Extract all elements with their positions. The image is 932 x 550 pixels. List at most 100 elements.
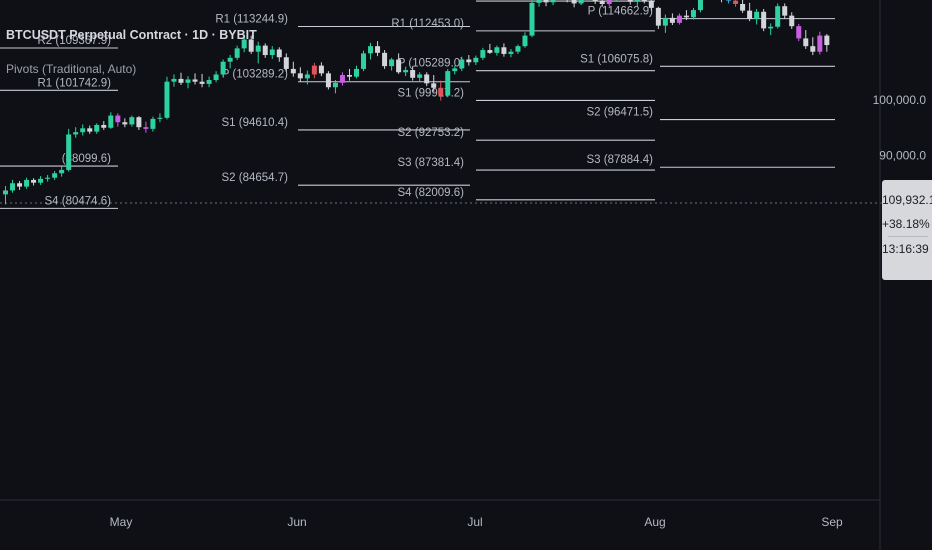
candle-body	[459, 59, 465, 69]
candle-body	[269, 49, 275, 56]
candle-body	[789, 15, 795, 27]
candle-body	[761, 11, 767, 29]
candle-body	[550, 0, 556, 3]
candle-body	[283, 57, 289, 69]
candle-body	[80, 128, 86, 133]
candle-body	[515, 46, 521, 52]
price-change: +38.18%	[882, 217, 930, 231]
pivot-label: S4 (82009.6)	[398, 187, 465, 199]
candle-body	[389, 59, 395, 67]
candle-body	[529, 2, 535, 36]
time-tick-label: Jul	[467, 515, 482, 529]
candle-body	[157, 117, 163, 119]
candle-body	[578, 0, 584, 4]
pivot-label: P (105289.0)	[398, 58, 464, 70]
candle-body	[150, 118, 156, 129]
candle-body	[522, 35, 528, 47]
time-tick-label: Jun	[287, 515, 306, 529]
candle-body	[122, 122, 128, 125]
candle-body	[487, 50, 493, 53]
candle-body	[452, 68, 458, 72]
last-price-tag: 109,932.1 +38.18% 13:16:39	[882, 180, 932, 280]
candle-body	[66, 134, 72, 170]
candle-body	[368, 46, 374, 54]
time-tick-label: May	[110, 515, 133, 529]
candle-body	[810, 46, 816, 52]
chart-title[interactable]: BTCUSDT Perpetual Contract · 1D · BYBIT	[6, 28, 257, 42]
candle-body	[164, 81, 170, 118]
price-tick-label: 90,000.0	[879, 149, 926, 163]
candle-body	[339, 75, 345, 83]
pivot-label: P (114662.9)	[588, 6, 654, 18]
candle-body	[262, 45, 268, 56]
indicator-label[interactable]: Pivots (Traditional, Auto)	[6, 62, 137, 76]
candle-body	[325, 73, 331, 88]
candle-body	[10, 183, 16, 191]
candle-body	[592, 0, 598, 2]
candle-body	[803, 38, 809, 47]
pivot-label: P (103289.2)	[222, 69, 288, 81]
candle-body	[697, 0, 703, 11]
candle-body	[17, 183, 23, 187]
candle-body	[690, 10, 696, 18]
candle-body	[571, 0, 577, 4]
candle-body	[473, 57, 479, 63]
candle-body	[824, 35, 830, 46]
price-tag-divider	[888, 236, 928, 237]
candle-body	[87, 128, 93, 132]
candle-body	[185, 79, 191, 83]
candle-body	[73, 132, 79, 135]
candle-body	[683, 15, 689, 18]
candle-body	[129, 117, 135, 125]
candle-body	[655, 7, 661, 26]
candle-body	[255, 45, 261, 52]
last-price-value: 109,932.1	[882, 193, 932, 207]
pivot-label: R2 (109367.9)	[37, 35, 111, 47]
pivot-label: S4 (80474.6)	[45, 195, 112, 207]
candle-body	[248, 39, 254, 52]
candle-body	[171, 78, 177, 82]
candle-body	[634, 0, 640, 2]
candle-body	[234, 48, 240, 58]
candle-body	[52, 173, 58, 178]
candle-body	[536, 0, 542, 3]
candle-body	[606, 0, 612, 4]
price-tick-label: 100,000.0	[873, 93, 927, 107]
candle-body	[304, 74, 310, 79]
candle-body	[311, 65, 317, 75]
candle-body	[740, 3, 746, 11]
candle-body	[178, 78, 184, 83]
candle-body	[641, 0, 647, 1]
candle-body	[599, 1, 605, 4]
candle-body	[796, 26, 802, 39]
candle-body	[213, 74, 219, 81]
candle-body	[192, 79, 198, 82]
candle-body	[431, 83, 437, 88]
candle-body	[768, 26, 774, 29]
pivot-label: S3 (87884.4)	[587, 154, 654, 166]
candle-body	[199, 81, 205, 84]
candle-body	[754, 11, 760, 19]
candle-body	[375, 46, 381, 53]
candles	[3, 0, 830, 205]
time-scale[interactable]: May Jun Jul Aug Sep	[110, 515, 843, 529]
candle-body	[94, 124, 100, 132]
pivot-label: S2 (84654.7)	[222, 172, 289, 184]
candle-body	[726, 0, 732, 1]
candle-body	[648, 0, 654, 8]
price-scale[interactable]: 120,000.0100,000.090,000.0	[873, 0, 927, 163]
candle-body	[466, 59, 472, 63]
pivot-label: R1 (101742.9)	[37, 77, 111, 89]
candle-body	[143, 127, 149, 129]
candle-body	[382, 52, 388, 67]
candle-body	[38, 178, 44, 183]
candle-body	[45, 177, 51, 179]
candle-body	[417, 74, 423, 78]
candle-body	[346, 75, 352, 77]
candle-body	[24, 179, 30, 187]
time-tick-label: Aug	[644, 515, 665, 529]
candle-body	[438, 87, 444, 96]
candle-body	[501, 47, 507, 54]
